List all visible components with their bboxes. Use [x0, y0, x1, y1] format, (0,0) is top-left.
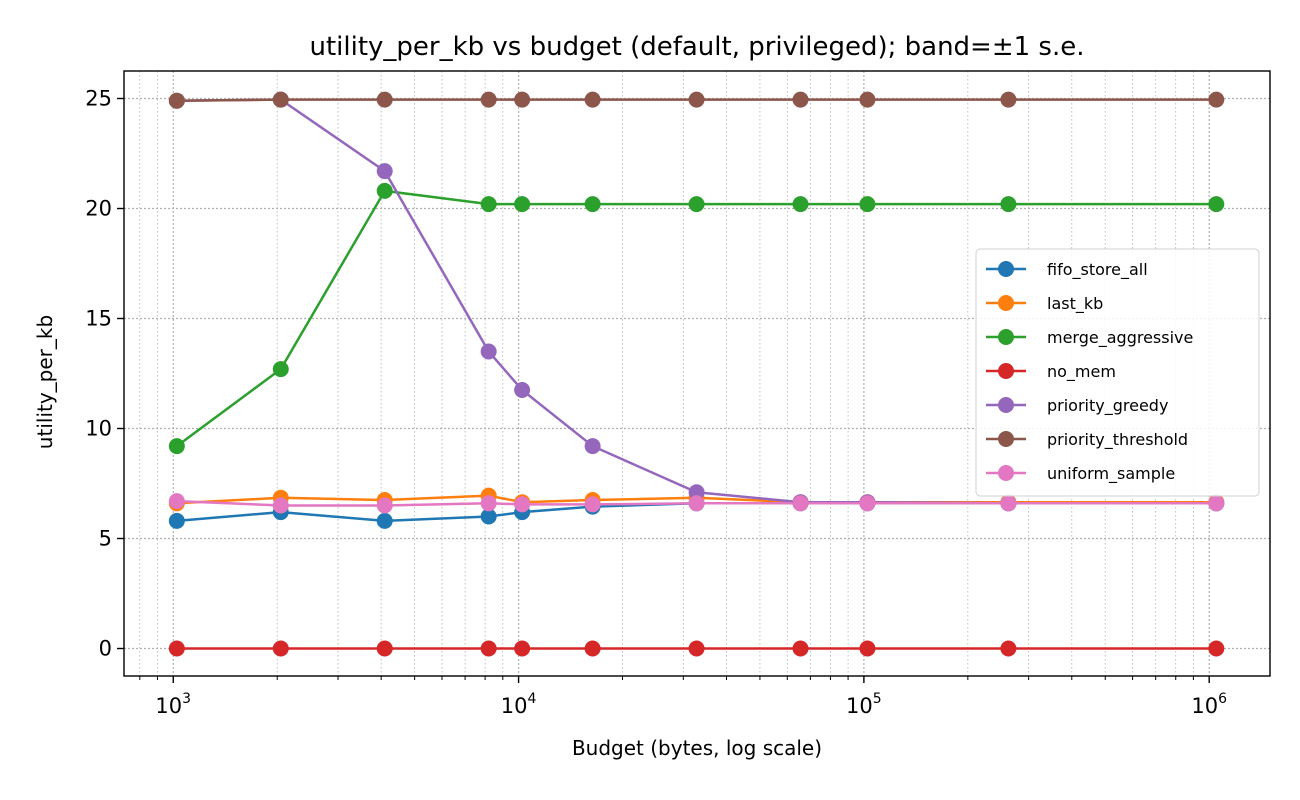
legend-box — [975, 248, 1260, 497]
y-tick-label: 10 — [85, 417, 112, 441]
data-point-merge_aggressive — [168, 438, 185, 455]
data-point-merge_aggressive — [272, 361, 289, 378]
plot-frame — [123, 70, 1271, 677]
legend-marker-icon — [998, 295, 1014, 311]
data-point-uniform_sample — [792, 495, 809, 512]
data-point-no_mem — [272, 640, 289, 657]
data-point-no_mem — [792, 640, 809, 657]
data-point-priority_greedy — [688, 484, 705, 501]
data-point-no_mem — [688, 640, 705, 657]
y-tick-label: 0 — [99, 637, 112, 661]
data-point-priority_threshold — [514, 91, 531, 108]
legend-item-no_mem: no_mem — [986, 362, 1116, 382]
data-point-fifo_store_all — [376, 512, 393, 529]
y-tick-label: 25 — [85, 87, 112, 111]
data-point-priority_threshold — [584, 91, 601, 108]
data-point-priority_greedy — [376, 163, 393, 180]
y-tick-label: 20 — [85, 197, 112, 221]
data-point-no_mem — [168, 640, 185, 657]
legend-marker-icon — [998, 329, 1014, 345]
y-tick-label: 5 — [99, 527, 112, 551]
data-point-priority_threshold — [1208, 91, 1225, 108]
data-point-fifo_store_all — [480, 508, 497, 525]
data-point-uniform_sample — [1000, 495, 1017, 512]
series-group — [168, 91, 1225, 657]
data-point-no_mem — [1208, 640, 1225, 657]
y-axis-label: utility_per_kb — [33, 315, 57, 449]
data-point-merge_aggressive — [514, 196, 531, 213]
data-point-merge_aggressive — [792, 196, 809, 213]
series-priority_threshold — [168, 91, 1225, 109]
legend-label: priority_greedy — [1047, 396, 1168, 416]
data-point-merge_aggressive — [584, 196, 601, 213]
legend-label: priority_threshold — [1047, 430, 1188, 450]
series-no_mem — [168, 640, 1225, 657]
data-point-priority_greedy — [514, 382, 531, 398]
data-point-merge_aggressive — [1000, 196, 1017, 213]
data-point-priority_greedy — [584, 438, 601, 455]
data-point-uniform_sample — [376, 497, 393, 514]
legend-marker-icon — [998, 431, 1014, 447]
x-tick-label: 106 — [1191, 691, 1227, 718]
x-axis-label: Budget (bytes, log scale) — [572, 736, 822, 760]
legend-item-uniform_sample: uniform_sample — [986, 464, 1175, 484]
data-point-uniform_sample — [514, 496, 531, 513]
data-point-no_mem — [1000, 640, 1017, 657]
data-point-priority_threshold — [272, 91, 289, 108]
data-point-uniform_sample — [859, 495, 876, 512]
data-point-uniform_sample — [480, 495, 497, 512]
legend-item-priority_threshold: priority_threshold — [986, 430, 1188, 450]
data-point-merge_aggressive — [688, 196, 705, 213]
data-point-no_mem — [859, 640, 876, 657]
legend-label: fifo_store_all — [1047, 260, 1148, 280]
data-point-no_mem — [514, 640, 531, 657]
legend-label: no_mem — [1047, 362, 1116, 382]
data-point-no_mem — [584, 640, 601, 657]
data-point-merge_aggressive — [1208, 196, 1225, 213]
data-point-priority_threshold — [859, 91, 876, 108]
y-tick-label: 15 — [85, 307, 112, 331]
x-tick-label: 103 — [155, 691, 191, 718]
data-point-priority_threshold — [376, 91, 393, 108]
data-point-priority_threshold — [792, 91, 809, 108]
legend-item-priority_greedy: priority_greedy — [986, 396, 1168, 416]
x-tick-label: 104 — [501, 691, 537, 718]
data-point-no_mem — [480, 640, 497, 657]
legend-label: merge_aggressive — [1047, 328, 1193, 348]
legend: fifo_store_all last_kb merge_aggressive no_… — [975, 248, 1260, 497]
legend-marker-icon — [998, 397, 1014, 413]
data-point-uniform_sample — [272, 497, 289, 514]
legend-marker-icon — [998, 465, 1014, 481]
axes: 0 5 10 15 20 25 103 104 105 106 — [85, 70, 1271, 718]
legend-marker-icon — [998, 363, 1014, 379]
legend-item-last_kb: last_kb — [986, 294, 1103, 314]
data-point-priority_threshold — [480, 91, 497, 108]
data-point-priority_threshold — [688, 91, 705, 108]
data-point-uniform_sample — [584, 496, 601, 513]
chart-title: utility_per_kb vs budget (default, privi… — [309, 32, 1084, 62]
data-point-merge_aggressive — [480, 196, 497, 213]
data-point-priority_greedy — [480, 343, 497, 360]
data-point-merge_aggressive — [376, 182, 393, 199]
data-point-uniform_sample — [168, 493, 185, 510]
data-point-priority_threshold — [168, 92, 185, 109]
legend-marker-icon — [998, 261, 1014, 277]
series-merge_aggressive — [168, 182, 1225, 455]
legend-item-fifo_store_all: fifo_store_all — [986, 260, 1148, 280]
data-point-merge_aggressive — [859, 196, 876, 213]
x-tick-label: 105 — [846, 691, 882, 718]
legend-item-merge_aggressive: merge_aggressive — [986, 328, 1193, 348]
legend-label: last_kb — [1047, 294, 1103, 314]
data-point-uniform_sample — [688, 495, 705, 512]
data-point-priority_threshold — [1000, 91, 1017, 108]
series-uniform_sample — [168, 493, 1225, 514]
data-point-uniform_sample — [1208, 495, 1225, 512]
legend-label: uniform_sample — [1047, 464, 1175, 484]
data-point-no_mem — [376, 640, 393, 657]
data-point-fifo_store_all — [168, 512, 185, 529]
